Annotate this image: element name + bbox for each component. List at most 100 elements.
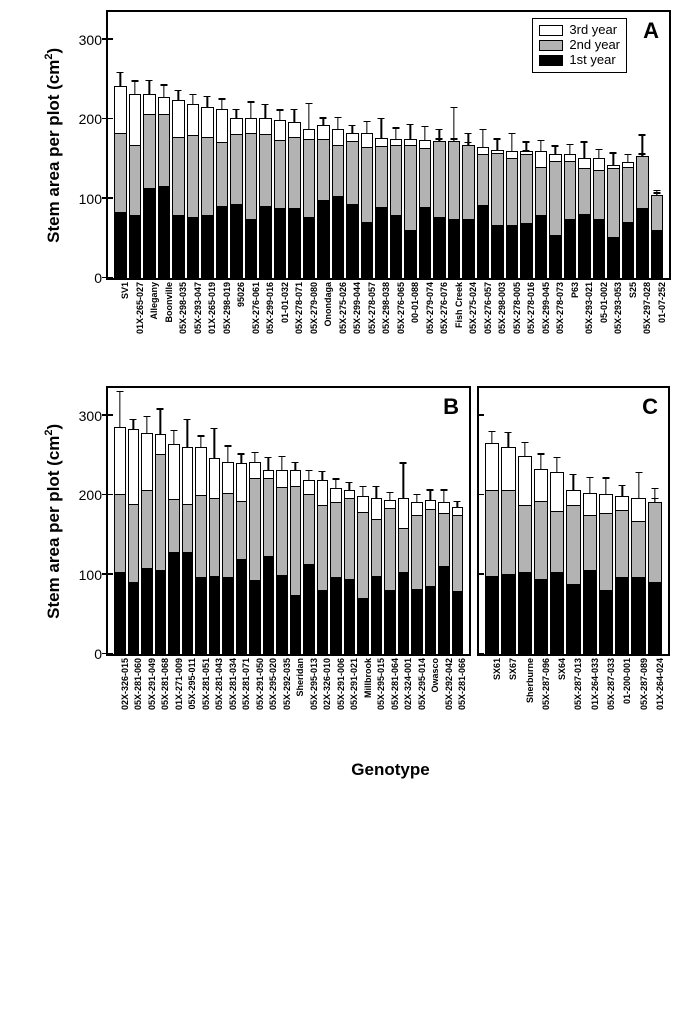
bar-seg-year2: [631, 521, 645, 577]
bar-column: Boonville: [158, 12, 171, 278]
category-label: Boonville: [164, 282, 174, 323]
category-label: 05X-276-065: [396, 282, 406, 334]
bar-seg-year1: [344, 579, 356, 654]
category-label: 05X-281-060: [133, 658, 143, 710]
category-label: 01X-271-009: [174, 658, 184, 710]
bar-column: 05X-298-003: [491, 12, 504, 278]
figure: Stem area per plot (cm2) A 3rd year2nd y…: [10, 10, 675, 780]
error-bar: [322, 472, 323, 482]
bar-seg-year3: [182, 447, 194, 503]
error-bar: [642, 136, 643, 157]
category-label: 00-01-088: [410, 282, 420, 323]
bar-seg-year1: [622, 222, 635, 278]
error-cap: [320, 117, 327, 118]
error-bar: [308, 471, 309, 481]
error-cap: [160, 84, 167, 85]
y-tick-mark-inner: [108, 38, 113, 40]
bar-column: 05X-278-057: [361, 12, 374, 278]
bar-seg-year3: [384, 500, 396, 508]
bar-seg-year1: [317, 590, 329, 654]
category-label: 05X-292-035: [282, 658, 292, 710]
error-cap: [386, 492, 393, 493]
bar-seg-year3: [114, 86, 127, 133]
bar-seg-year2: [317, 505, 329, 589]
error-bar: [584, 143, 585, 159]
error-cap: [363, 121, 370, 122]
bar-seg-year1: [245, 219, 258, 278]
category-label: SV1: [120, 282, 130, 299]
bar-seg-year1: [114, 212, 127, 279]
error-cap: [292, 462, 299, 463]
bar-seg-year3: [549, 154, 562, 160]
bar-seg-year3: [485, 443, 499, 490]
bar-seg-year1: [375, 207, 388, 278]
bar-seg-year3: [276, 470, 288, 487]
bar-seg-year2: [518, 505, 532, 572]
bar-seg-year2: [566, 505, 580, 583]
error-cap: [349, 125, 356, 126]
bar-seg-year2: [114, 133, 127, 211]
category-label: 05X-295-013: [309, 658, 319, 710]
error-bar: [381, 119, 382, 139]
bar-column: 05X-292-042: [438, 388, 450, 654]
bar-seg-year1: [129, 215, 142, 278]
bar-column: 05X-281-068: [155, 388, 167, 654]
y-tick-label: 100: [79, 191, 102, 207]
bar-seg-year2: [249, 478, 261, 580]
category-label: 02X-326-015: [120, 658, 130, 710]
error-cap: [131, 80, 138, 81]
bar-seg-year2: [114, 494, 126, 572]
error-cap: [494, 138, 501, 139]
error-bar: [526, 143, 527, 153]
bar-seg-year1: [384, 590, 396, 654]
bar-seg-year3: [477, 147, 490, 155]
error-cap: [170, 430, 177, 431]
panel-c: C SX61SX67Sherburne05X-287-096SX6405X-28…: [477, 386, 670, 656]
bar-column: Millbrook: [357, 388, 369, 654]
error-bar: [555, 147, 556, 156]
error-bar: [160, 410, 161, 435]
bar-seg-year2: [276, 487, 288, 575]
bar-seg-year1: [506, 225, 519, 278]
category-label: 05X-276-061: [251, 282, 261, 334]
error-cap: [373, 486, 380, 487]
category-label: 05X-293-053: [613, 282, 623, 334]
bar-column: 05X-281-071: [236, 388, 248, 654]
category-label: 05X-291-021: [349, 658, 359, 710]
bar-seg-year3: [143, 94, 156, 114]
bar-seg-year1: [583, 570, 597, 654]
bar-column: 05X-278-071: [288, 12, 301, 278]
category-label: 05X-295-014: [417, 658, 427, 710]
category-label: 05X-291-050: [255, 658, 265, 710]
category-label: 01-01-032: [280, 282, 290, 323]
error-bar: [376, 487, 377, 498]
bar-seg-year2: [425, 509, 437, 586]
error-bar: [133, 420, 134, 430]
bar-seg-year1: [462, 219, 475, 278]
error-cap: [238, 453, 245, 454]
category-label: Millbrook: [363, 658, 373, 698]
category-label: 05X-276-057: [483, 282, 493, 334]
bar-seg-year2: [578, 168, 591, 213]
category-label: 95026: [236, 282, 246, 307]
error-bar: [589, 478, 590, 494]
error-bar: [173, 431, 174, 445]
error-bar: [443, 491, 444, 504]
bar-seg-year1: [172, 215, 185, 278]
error-bar: [187, 420, 188, 449]
bar-seg-year3: [168, 444, 180, 499]
bar-seg-year2: [141, 490, 153, 568]
bar-seg-year3: [332, 129, 345, 145]
bar-seg-year1: [128, 582, 140, 654]
error-cap: [211, 428, 218, 429]
bar-column: 02X-324-001: [398, 388, 410, 654]
category-label: 05X-287-013: [573, 658, 583, 710]
error-bar: [366, 122, 367, 134]
bar-seg-year1: [438, 566, 450, 654]
bar-seg-year2: [452, 515, 464, 592]
bar-seg-year2: [593, 170, 606, 219]
bar-seg-year3: [209, 458, 221, 497]
bar-seg-year2: [155, 454, 167, 570]
category-label: 05X-281-043: [214, 658, 224, 710]
category-label: 01X-264-033: [590, 658, 600, 710]
